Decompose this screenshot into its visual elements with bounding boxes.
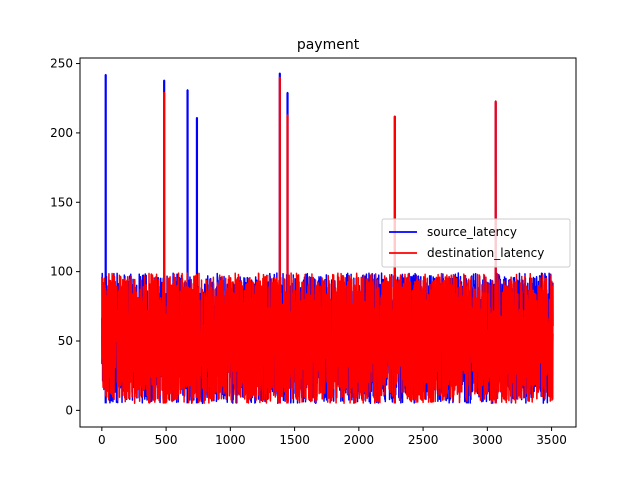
chart-title: payment [297, 37, 360, 53]
y-tick-label: 0 [65, 403, 73, 417]
y-tick-label: 100 [50, 265, 73, 279]
x-tick-label: 1000 [215, 433, 246, 447]
legend: source_latency destination_latency [381, 218, 571, 268]
x-tick-label: 500 [155, 433, 178, 447]
plot-frame [79, 57, 577, 428]
legend-label-destination-latency: destination_latency [427, 246, 544, 260]
x-tick-label: 1500 [279, 433, 310, 447]
x-tick-label: 3500 [536, 433, 567, 447]
x-tick-label: 0 [98, 433, 106, 447]
x-tick-label: 3000 [472, 433, 503, 447]
legend-label-source-latency: source_latency [427, 225, 517, 239]
x-tick-label: 2000 [344, 433, 375, 447]
y-tick-label: 50 [58, 334, 73, 348]
y-tick-label: 250 [50, 57, 73, 71]
x-tick-label: 2500 [408, 433, 439, 447]
legend-box [381, 218, 571, 268]
series-line-destination-latency [101, 76, 554, 405]
y-tick-label: 200 [50, 126, 73, 140]
axes: 0 500 1000 1500 2000 2500 3000 3500 0 50 100 150 200… [50, 57, 577, 447]
y-tick-label: 150 [50, 195, 73, 209]
